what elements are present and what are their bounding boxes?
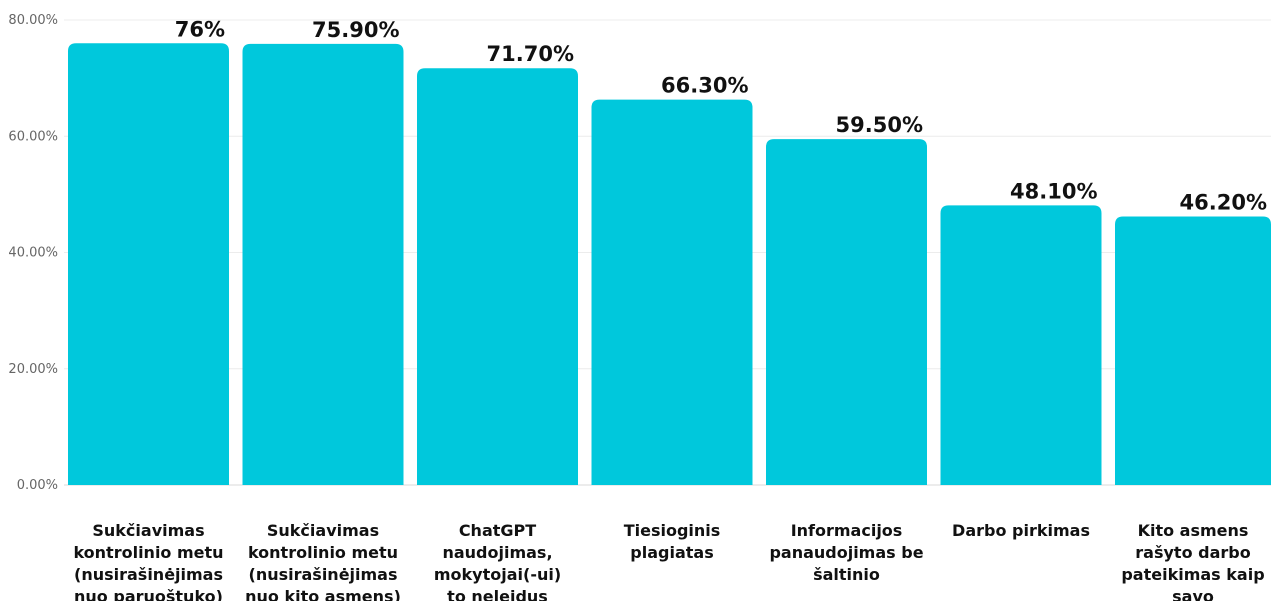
category-label-line: Tiesioginis [624, 521, 721, 540]
category-label: Kito asmens rašyto darbo pateikimas kaip sa… [1121, 521, 1264, 601]
category-label-line: (nusirašinėjimas [74, 565, 223, 584]
bar [417, 68, 578, 486]
bar [766, 139, 927, 485]
data-labels: 76% 75.90% 71.70% 66.30% 59.50% 48.10% 46.20% [175, 17, 1267, 214]
y-tick-label: 0.00% [17, 478, 58, 493]
category-label: Darbo pirkimas [952, 521, 1090, 540]
y-axis-tick-labels: 0.00% 20.00% 40.00% 60.00% 80.00% [8, 13, 58, 493]
category-label-line: naudojimas, [442, 543, 552, 562]
category-label-line: savo [1172, 587, 1214, 601]
category-label-line: panaudojimas be [769, 543, 923, 562]
category-label-line: nuo paruoštuko) [74, 587, 223, 601]
bar [68, 43, 229, 485]
category-label: Tiesioginis plagiatas [624, 521, 721, 562]
data-label: 46.20% [1180, 190, 1267, 214]
category-label-line: rašyto darbo [1135, 543, 1250, 562]
category-label-line: šaltinio [813, 565, 880, 584]
category-label-line: Informacijos [791, 521, 903, 540]
category-label-line: to neleidus [447, 587, 548, 601]
category-label-line: nuo kito asmens) [245, 587, 401, 601]
y-tick-label: 60.00% [8, 129, 58, 144]
data-label: 76% [175, 17, 225, 41]
category-label: Informacijos panaudojimas be šaltinio [769, 521, 923, 584]
category-label-line: plagiatas [630, 543, 713, 562]
y-tick-label: 80.00% [8, 13, 58, 28]
data-label: 71.70% [487, 42, 574, 66]
category-label-line: Sukčiavimas [92, 521, 204, 540]
y-tick-label: 40.00% [8, 246, 58, 261]
category-label-line: kontrolinio metu [248, 543, 398, 562]
data-label: 59.50% [836, 113, 923, 137]
category-label-line: mokytojai(-ui) [434, 565, 561, 584]
data-label: 48.10% [1010, 179, 1097, 203]
category-label: Sukčiavimas kontrolinio metu (nusirašinėji… [245, 521, 401, 601]
bars [68, 43, 1271, 486]
category-label-line: (nusirašinėjimas [249, 565, 398, 584]
category-label-line: Darbo pirkimas [952, 521, 1090, 540]
bar [1115, 216, 1271, 485]
category-label-line: Sukčiavimas [267, 521, 379, 540]
category-label-line: Kito asmens [1138, 521, 1249, 540]
category-label: ChatGPT naudojimas, mokytojai(-ui) to nelei… [434, 521, 561, 601]
category-label-line: ChatGPT [459, 521, 536, 540]
bar [242, 43, 404, 486]
category-label-line: pateikimas kaip [1121, 565, 1264, 584]
bar [591, 99, 753, 485]
bar [940, 205, 1102, 485]
category-label: Sukčiavimas kontrolinio metu (nusirašinėji… [73, 521, 223, 601]
x-axis-category-labels: Sukčiavimas kontrolinio metu (nusirašinėji… [73, 521, 1264, 601]
data-label: 66.30% [661, 74, 748, 98]
data-label: 75.90% [312, 18, 399, 42]
y-tick-label: 20.00% [8, 362, 58, 377]
category-label-line: kontrolinio metu [73, 543, 223, 562]
